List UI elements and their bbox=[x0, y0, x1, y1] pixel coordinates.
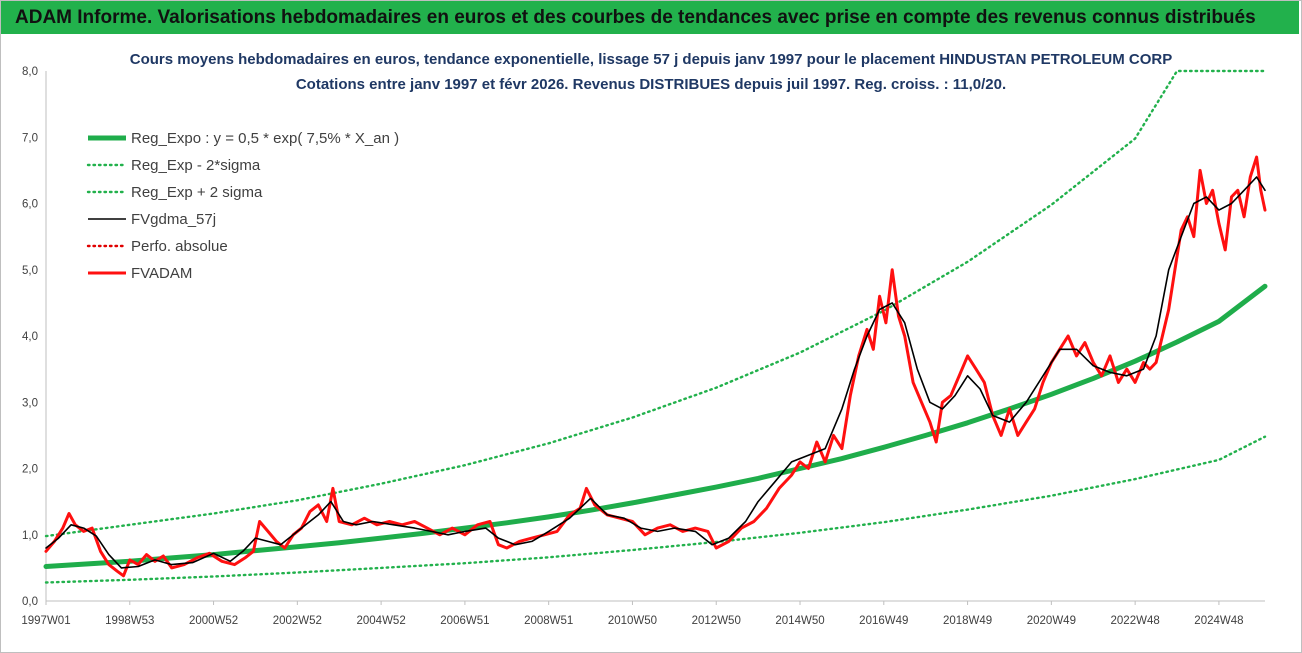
y-tick-label: 5,0 bbox=[22, 265, 38, 277]
series-line-1 bbox=[44, 435, 1267, 584]
y-tick-label: 8,0 bbox=[22, 66, 38, 78]
chart-subtitle: Cotations entre janv 1997 et févr 2026. … bbox=[295, 76, 1007, 93]
series-line-5 bbox=[44, 155, 1267, 578]
x-tick-label: 2004W52 bbox=[357, 615, 406, 627]
x-tick-label: 1997W01 bbox=[21, 615, 70, 627]
x-tick-label: 2000W52 bbox=[189, 615, 238, 627]
legend-label: Reg_Expo : y = 0,5 * exp( 7,5% * X_an ) bbox=[131, 130, 399, 147]
legend-label: FVgdma_57j bbox=[131, 211, 216, 228]
chart-plot-area bbox=[43, 69, 1268, 584]
legend-label: Perfo. absolue bbox=[131, 238, 228, 255]
x-tick-label: 2008W51 bbox=[524, 615, 573, 627]
chart-axes: 0,0 1,0 2,0 3,0 4,0 5,0 6,0 7,0 8,0 1997W01 1998W5… bbox=[21, 66, 1265, 627]
y-tick-label: 7,0 bbox=[22, 132, 38, 144]
y-tick-label: 6,0 bbox=[22, 199, 38, 211]
series-line-3 bbox=[45, 176, 1266, 569]
y-tick-label: 2,0 bbox=[22, 464, 38, 476]
x-tick-label: 2010W50 bbox=[608, 615, 657, 627]
y-tick-label: 4,0 bbox=[22, 331, 38, 343]
y-tick-label: 0,0 bbox=[22, 596, 38, 608]
x-tick-label: 2022W48 bbox=[1111, 615, 1160, 627]
chart-legend: Reg_Expo : y = 0,5 * exp( 7,5% * X_an ) R… bbox=[86, 130, 399, 282]
y-tick-label: 3,0 bbox=[22, 397, 38, 409]
report-banner: ADAM Informe. Valorisations hebdomadaire… bbox=[1, 1, 1299, 34]
chart-title: Cours moyens hebdomadaires en euros, ten… bbox=[129, 51, 1173, 68]
x-tick-label: 2012W50 bbox=[692, 615, 741, 627]
x-tick-label: 2002W52 bbox=[273, 615, 322, 627]
legend-label: Reg_Exp - 2*sigma bbox=[131, 157, 261, 174]
x-tick-label: 2020W49 bbox=[1027, 615, 1076, 627]
x-tick-label: 2024W48 bbox=[1194, 615, 1243, 627]
x-tick-label: 1998W53 bbox=[105, 615, 154, 627]
x-tick-label: 2018W49 bbox=[943, 615, 992, 627]
series-line-0 bbox=[43, 283, 1268, 569]
legend-label: Reg_Exp + 2 sigma bbox=[131, 184, 263, 201]
x-tick-label: 2006W51 bbox=[440, 615, 489, 627]
x-tick-label: 2016W49 bbox=[859, 615, 908, 627]
legend-label: FVADAM bbox=[131, 265, 192, 282]
y-tick-label: 1,0 bbox=[22, 530, 38, 542]
x-tick-label: 2014W50 bbox=[775, 615, 824, 627]
series-line-2 bbox=[44, 69, 1267, 538]
